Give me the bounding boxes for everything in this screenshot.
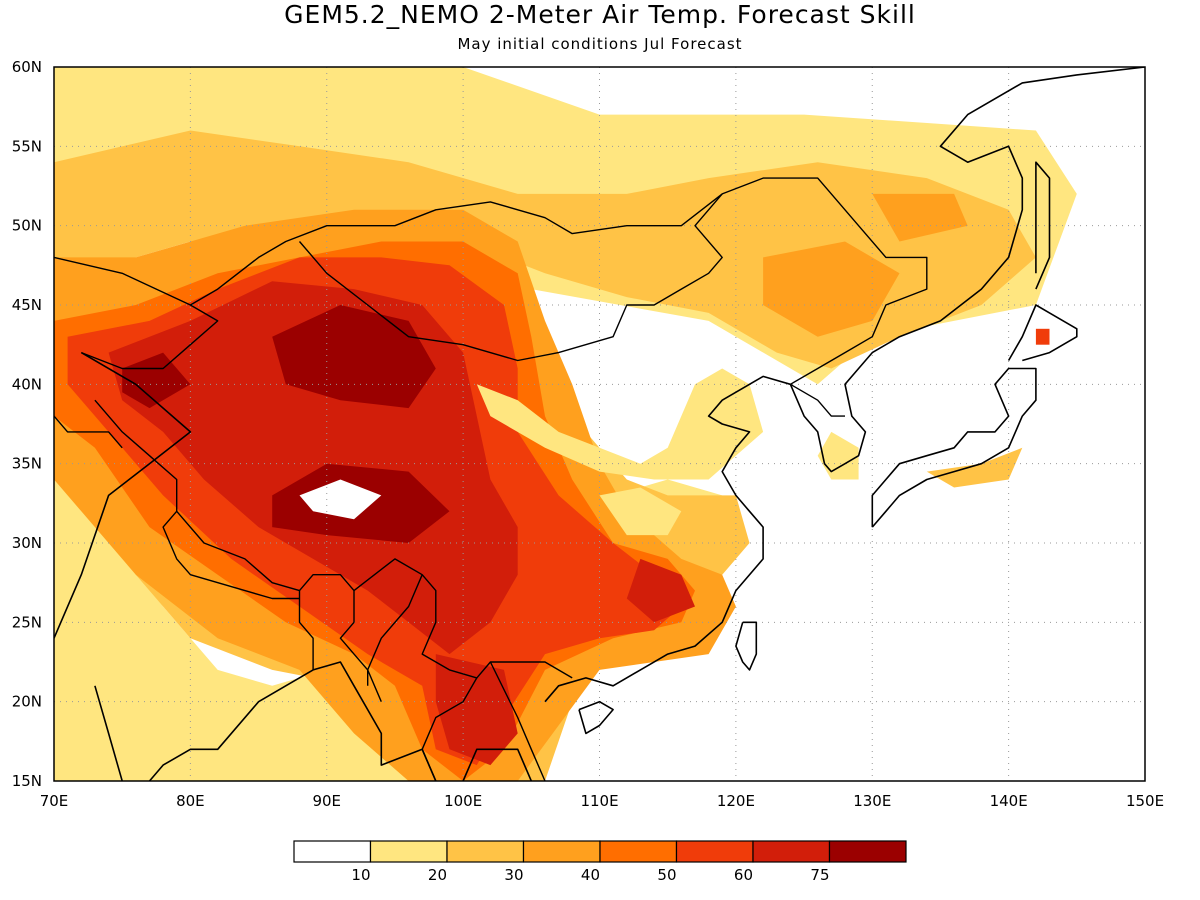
skill-region-15	[272, 305, 436, 409]
coastline-7	[1035, 161, 1051, 290]
legend-swatch-1	[369, 840, 448, 863]
legend-label-10: 10	[351, 866, 370, 884]
coastline-6	[1007, 304, 1078, 362]
coastline-3	[462, 748, 533, 781]
skill-region-14	[435, 654, 518, 766]
skill-region-18	[299, 479, 382, 520]
lon-label-140: 140E	[990, 792, 1028, 810]
map-frame	[53, 66, 1146, 782]
legend-swatch-4	[599, 840, 678, 863]
border-layer	[54, 177, 928, 781]
lat-label-30: 30N	[12, 534, 42, 552]
legend-swatch-3	[522, 840, 601, 863]
border-6	[367, 574, 423, 702]
skill-region-1	[54, 384, 518, 781]
border-1	[298, 193, 723, 362]
chart-title: GEM5.2_NEMO 2-Meter Air Temp. Forecast S…	[284, 0, 916, 29]
border-5	[339, 590, 369, 686]
skill-region-17	[122, 352, 191, 409]
skill-region-6	[926, 447, 1023, 488]
legend-label-50: 50	[657, 866, 676, 884]
legend-label-60: 60	[734, 866, 753, 884]
coastline-8	[735, 621, 758, 671]
lat-label-25: 25N	[12, 613, 42, 631]
legend-label-75: 75	[810, 866, 829, 884]
lon-label-130: 130E	[853, 792, 891, 810]
lon-label-100: 100E	[444, 792, 482, 810]
border-10	[54, 415, 123, 449]
legend-swatch-0	[293, 840, 372, 863]
coastline-4	[544, 67, 1145, 703]
border-7	[421, 677, 478, 781]
lat-label-35: 35N	[12, 455, 42, 473]
border-4	[298, 590, 314, 670]
skill-field-layer	[54, 67, 1077, 781]
lat-label-15: 15N	[12, 772, 42, 790]
lon-label-80: 80E	[176, 792, 205, 810]
lon-label-70: 70E	[40, 792, 69, 810]
legend-label-30: 30	[504, 866, 523, 884]
skill-region-19	[476, 368, 764, 480]
lat-label-45: 45N	[12, 296, 42, 314]
legend-swatch-5	[675, 840, 754, 863]
skill-region-20	[599, 487, 682, 536]
legend-swatch-7	[828, 840, 907, 863]
color-legend: 10 20 30 40 50 60 75	[293, 840, 907, 884]
border-3	[162, 510, 300, 600]
skill-region-3	[817, 431, 859, 480]
legend-swatch-6	[752, 840, 831, 863]
lon-label-90: 90E	[312, 792, 341, 810]
skill-region-8	[763, 241, 900, 337]
legend-label-40: 40	[581, 866, 600, 884]
lat-label-40: 40N	[12, 375, 42, 393]
coastline-1	[94, 685, 123, 781]
graticule	[54, 67, 1145, 781]
lon-label-110: 110E	[580, 792, 618, 810]
lat-label-50: 50N	[12, 217, 42, 235]
lon-label-120: 120E	[717, 792, 755, 810]
border-9	[81, 304, 219, 370]
skill-region-21	[1035, 328, 1050, 345]
coastline-0	[54, 351, 192, 639]
legend-swatch-2	[446, 840, 525, 863]
lat-label-20: 20N	[12, 693, 42, 711]
border-0	[54, 177, 928, 385]
lat-tick-labels: 15N 20N 25N 30N 35N 40N 45N 50N 55N 60N	[12, 58, 42, 790]
chart-subtitle: May initial conditions Jul Forecast	[457, 35, 743, 53]
skill-region-9	[872, 193, 968, 242]
legend-label-20: 20	[428, 866, 447, 884]
lon-tick-labels: 70E 80E 90E 100E 110E 120E 130E 140E 150E	[40, 792, 1164, 810]
lat-label-60: 60N	[12, 58, 42, 76]
lat-label-55: 55N	[12, 137, 42, 155]
border-11	[790, 383, 845, 417]
coastline-9	[578, 700, 614, 735]
coastline-5	[871, 367, 1037, 528]
border-8	[489, 661, 546, 781]
skill-region-13	[626, 558, 695, 623]
lon-label-150: 150E	[1126, 792, 1164, 810]
